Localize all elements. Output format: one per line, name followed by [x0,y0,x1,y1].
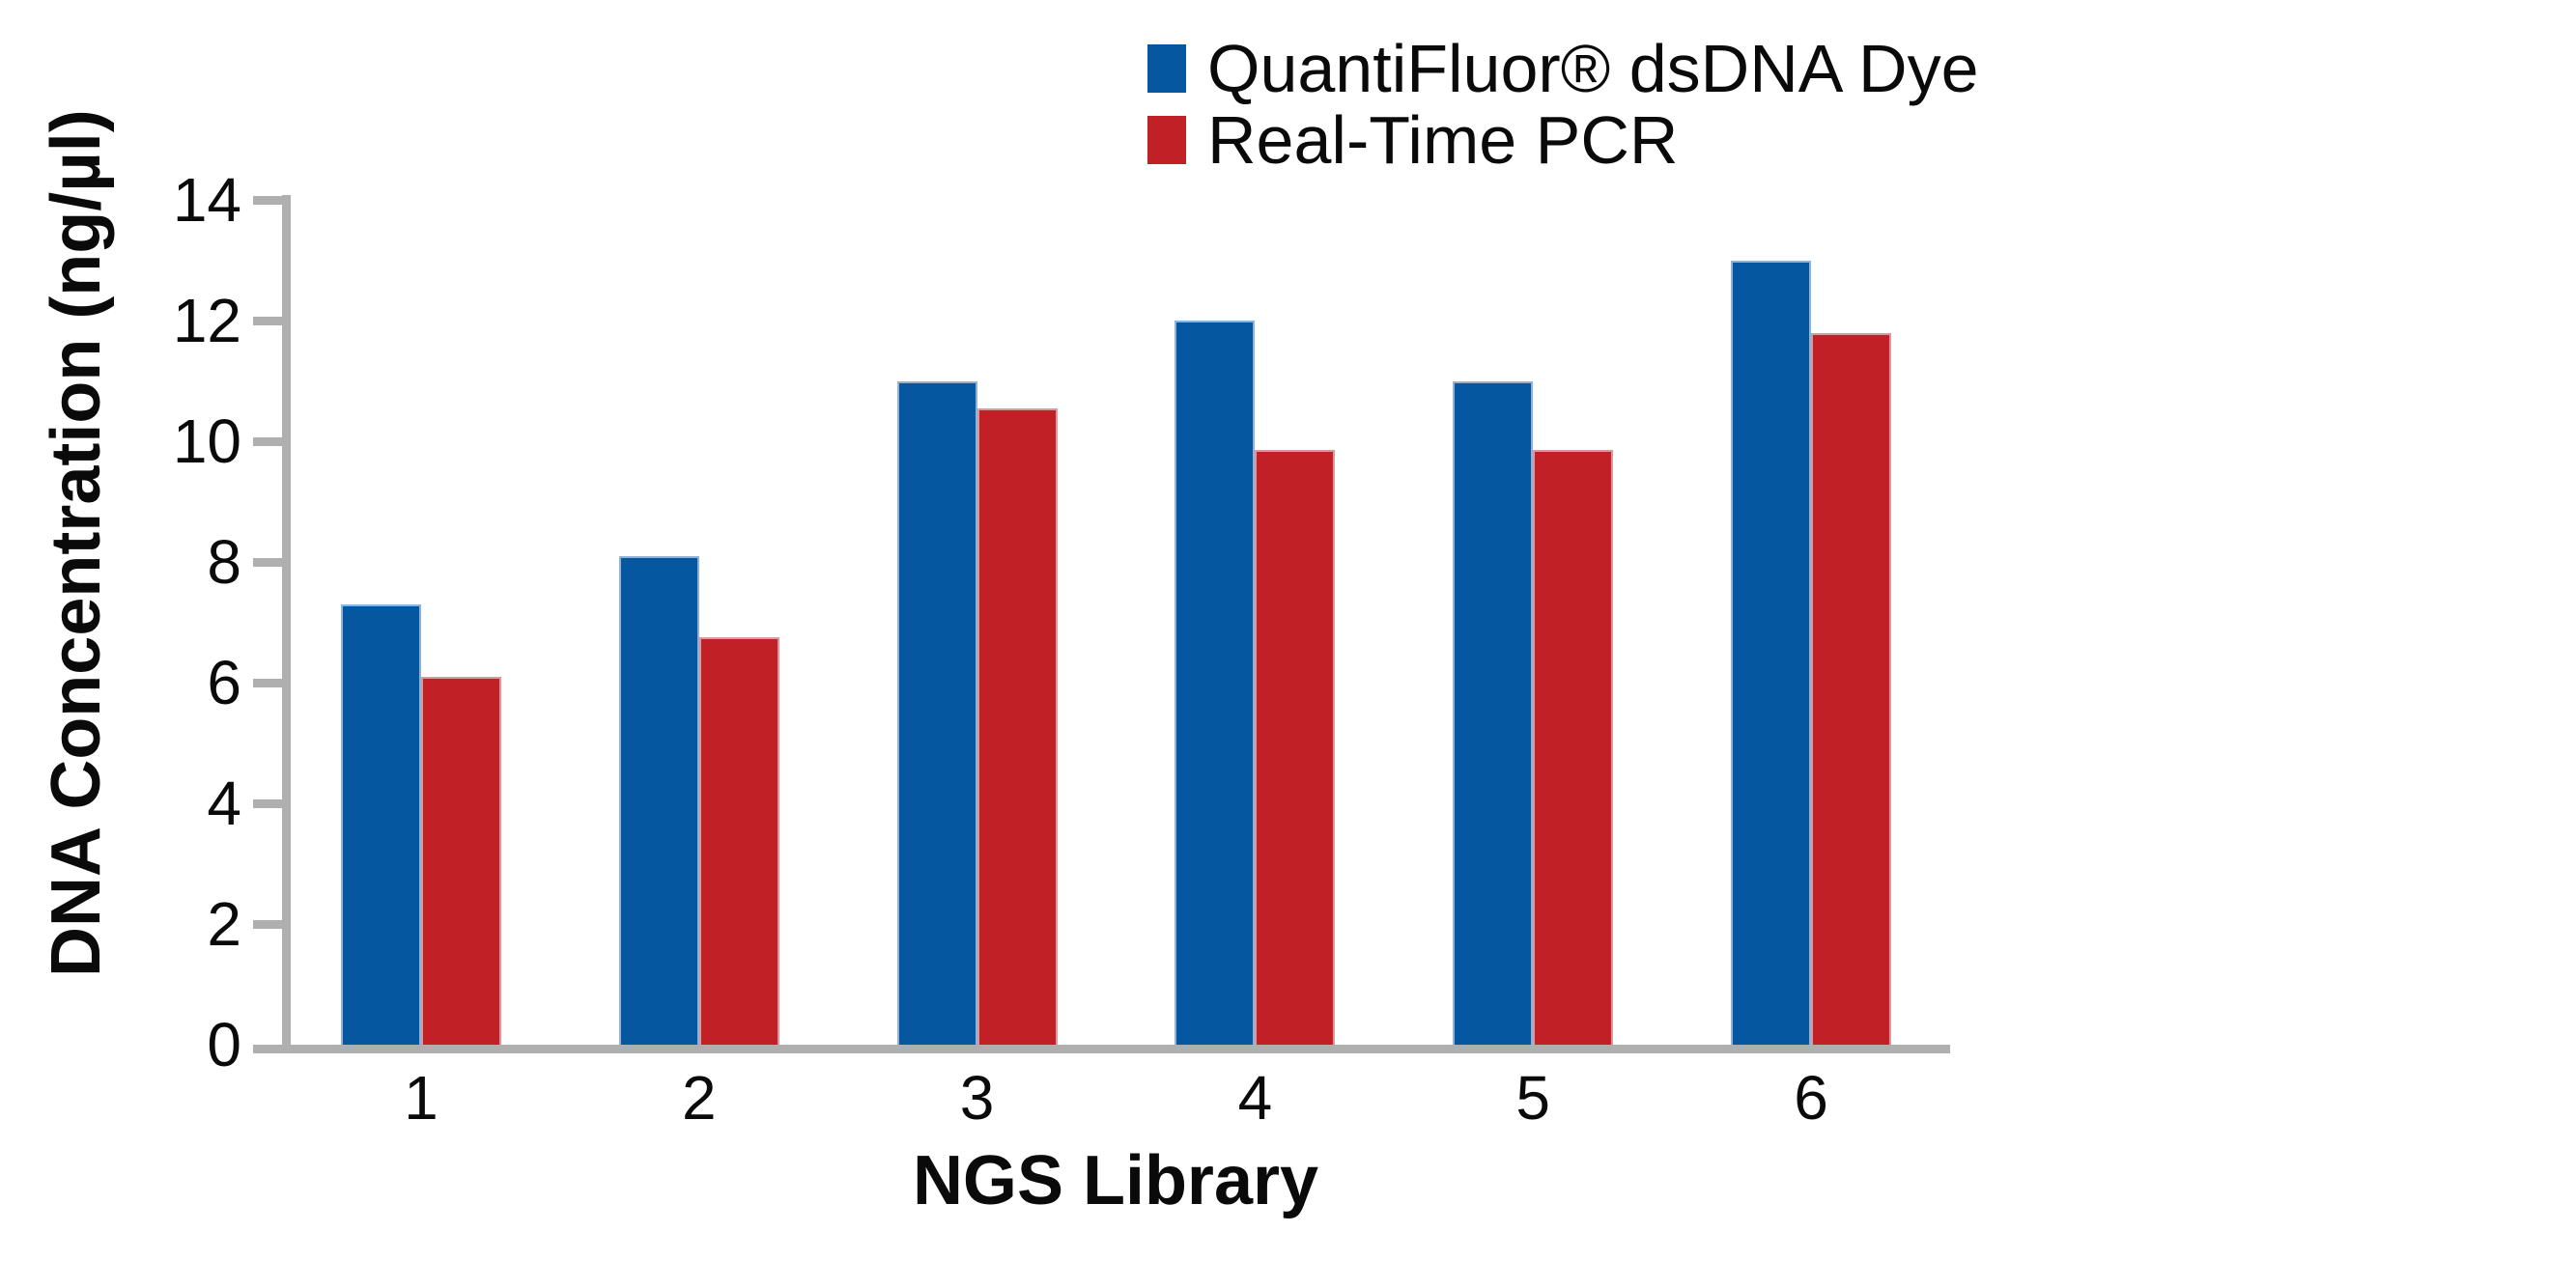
x-tick-label-3: 3 [959,1063,995,1133]
bar-group-5: 5 [1394,200,1672,1133]
y-tick-label-4: 4 [207,769,241,838]
plot-area: 1 2 3 4 5 6 [282,200,1950,1133]
x-tick-label-4: 4 [1237,1063,1273,1133]
y-tick-label-6: 6 [207,648,241,717]
legend-item-quantifluor: QuantiFluor® dsDNA Dye [1147,33,1979,104]
bar-real-time-pcr-library-3 [977,407,1058,1045]
y-tick-label-12: 12 [172,286,241,355]
y-tick-mark-2 [253,920,290,929]
y-tick-label-2: 2 [207,889,241,959]
bar-group-6: 6 [1672,200,1950,1133]
bar-real-time-pcr-library-4 [1255,450,1336,1045]
legend-item-real-time-pcr: Real-Time PCR [1147,104,1979,176]
x-tick-label-2: 2 [681,1063,717,1133]
legend-label-real-time-pcr: Real-Time PCR [1207,102,1679,178]
y-tick-mark-4 [253,799,290,808]
bar-group-2: 2 [560,200,838,1133]
x-tick-label-6: 6 [1794,1063,1828,1133]
bar-real-time-pcr-library-6 [1811,332,1892,1045]
bar-real-time-pcr-library-5 [1533,450,1614,1045]
bar-quantifluor-dsdna-dye-library-1 [340,603,421,1045]
legend-swatch-real-time-pcr [1147,116,1186,164]
x-axis-line [253,1045,1950,1053]
axis-layer: 0 2 4 6 8 10 12 14 [173,165,1950,1079]
y-tick-mark-6 [253,679,290,687]
legend: QuantiFluor® dsDNA Dye Real-Time PCR [1147,33,1979,176]
bar-quantifluor-dsdna-dye-library-3 [896,380,977,1045]
y-axis-line [282,195,291,1053]
x-axis-title: NGS Library [912,1142,1319,1219]
y-tick-mark-8 [253,558,290,567]
y-tick-mark-12 [253,317,290,325]
y-tick-label-8: 8 [207,527,241,597]
bar-quantifluor-dsdna-dye-library-6 [1731,260,1812,1045]
bar-group-4: 4 [1116,200,1394,1133]
y-tick-mark-14 [253,196,290,205]
bar-quantifluor-dsdna-dye-library-2 [618,555,699,1045]
x-tick-label-1: 1 [404,1063,439,1133]
bar-quantifluor-dsdna-dye-library-4 [1175,321,1256,1045]
bar-real-time-pcr-library-2 [698,637,779,1045]
bar-group-1: 1 [282,200,560,1133]
legend-label-quantifluor: QuantiFluor® dsDNA Dye [1207,31,1979,106]
bar-real-time-pcr-library-1 [420,676,501,1045]
legend-swatch-quantifluor [1147,44,1186,93]
y-tick-label-14: 14 [172,165,241,235]
bar-group-3: 3 [838,200,1117,1133]
y-tick-mark-10 [253,437,290,446]
x-tick-label-5: 5 [1515,1063,1551,1133]
bar-quantifluor-dsdna-dye-library-5 [1453,380,1534,1045]
y-tick-label-0: 0 [207,1010,241,1079]
y-tick-label-10: 10 [172,406,241,476]
